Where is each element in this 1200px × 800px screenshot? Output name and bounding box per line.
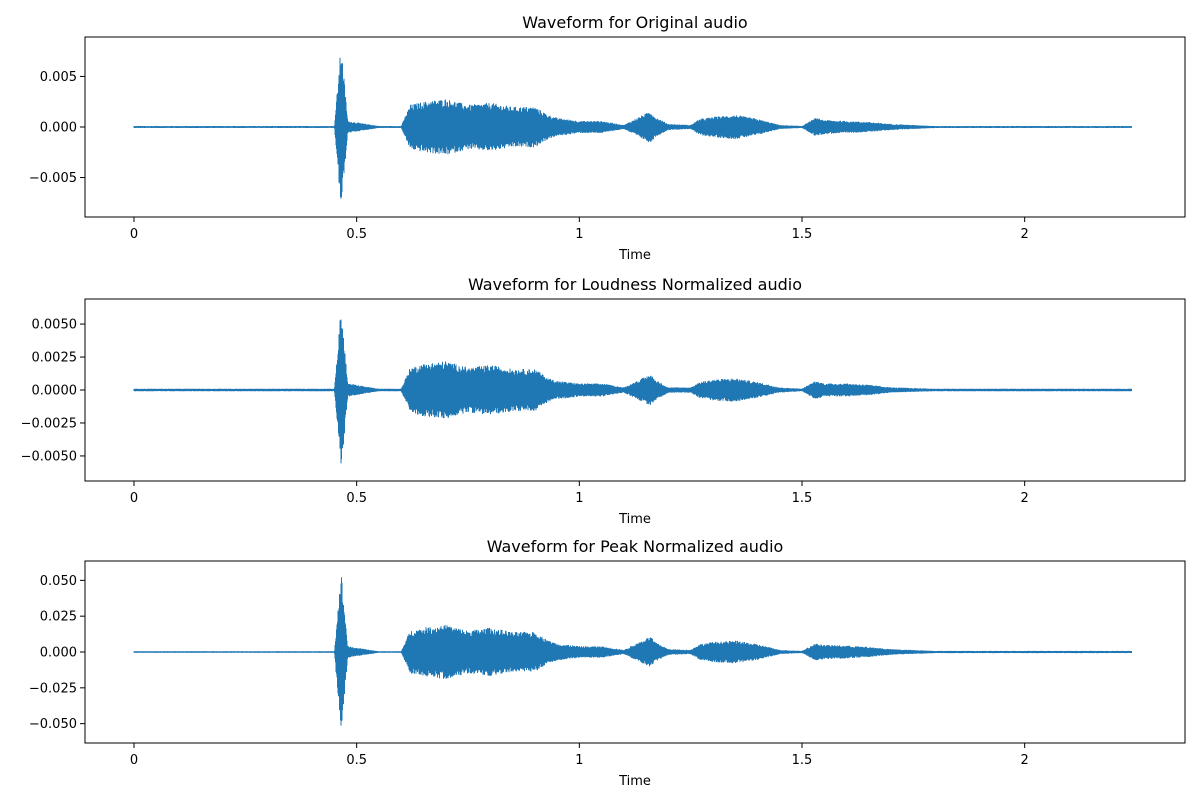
x-tick-label: 2 xyxy=(1021,491,1029,506)
x-axis-label: Time xyxy=(618,774,651,789)
x-tick-label: 1.5 xyxy=(792,227,813,242)
y-tick-label: 0.000 xyxy=(40,646,77,661)
x-tick-label: 1.5 xyxy=(792,491,813,506)
x-tick-label: 2 xyxy=(1021,753,1029,768)
y-tick-label: −0.050 xyxy=(29,717,77,732)
waveform-line xyxy=(133,57,1132,199)
chart-title: Waveform for Loudness Normalized audio xyxy=(468,275,802,294)
x-tick-label: 1.5 xyxy=(792,753,813,768)
y-tick-label: 0.0050 xyxy=(32,318,78,333)
x-tick-label: 1 xyxy=(575,491,583,506)
x-tick-label: 2 xyxy=(1021,227,1029,242)
y-tick-label: −0.025 xyxy=(29,681,77,696)
waveform-line xyxy=(133,319,1132,464)
chart-title: Waveform for Original audio xyxy=(522,13,747,32)
x-tick-label: 0.5 xyxy=(346,227,367,242)
x-tick-label: 0 xyxy=(130,753,138,768)
x-tick-label: 0.5 xyxy=(346,491,367,506)
chart-title: Waveform for Peak Normalized audio xyxy=(487,537,784,556)
waveform-panel-3: Waveform for Peak Normalized audio 0 0.5 1 1… xyxy=(29,537,1186,789)
y-tick-label: 0.000 xyxy=(40,121,77,136)
x-tick-label: 1 xyxy=(575,227,583,242)
y-tick-label: −0.005 xyxy=(29,171,77,186)
x-tick-label: 0.5 xyxy=(346,753,367,768)
y-tick-label: 0.0025 xyxy=(32,351,78,366)
x-tick-label: 0 xyxy=(130,227,138,242)
x-axis-label: Time xyxy=(618,512,651,527)
y-tick-label: 0.005 xyxy=(40,70,77,85)
y-tick-label: 0.0000 xyxy=(32,384,78,399)
waveform-panel-1: Waveform for Original audio 0 0.5 1 1.5 2 −0.0… xyxy=(29,13,1186,263)
x-tick-label: 0 xyxy=(130,491,138,506)
waveform-panel-2: Waveform for Loudness Normalized audio 0 0… xyxy=(21,275,1186,527)
y-tick-label: −0.0025 xyxy=(21,416,77,431)
x-tick-label: 1 xyxy=(575,753,583,768)
y-tick-label: 0.025 xyxy=(40,610,77,625)
y-tick-label: −0.0050 xyxy=(21,449,77,464)
x-axis-label: Time xyxy=(618,248,651,263)
y-tick-label: 0.050 xyxy=(40,574,77,589)
